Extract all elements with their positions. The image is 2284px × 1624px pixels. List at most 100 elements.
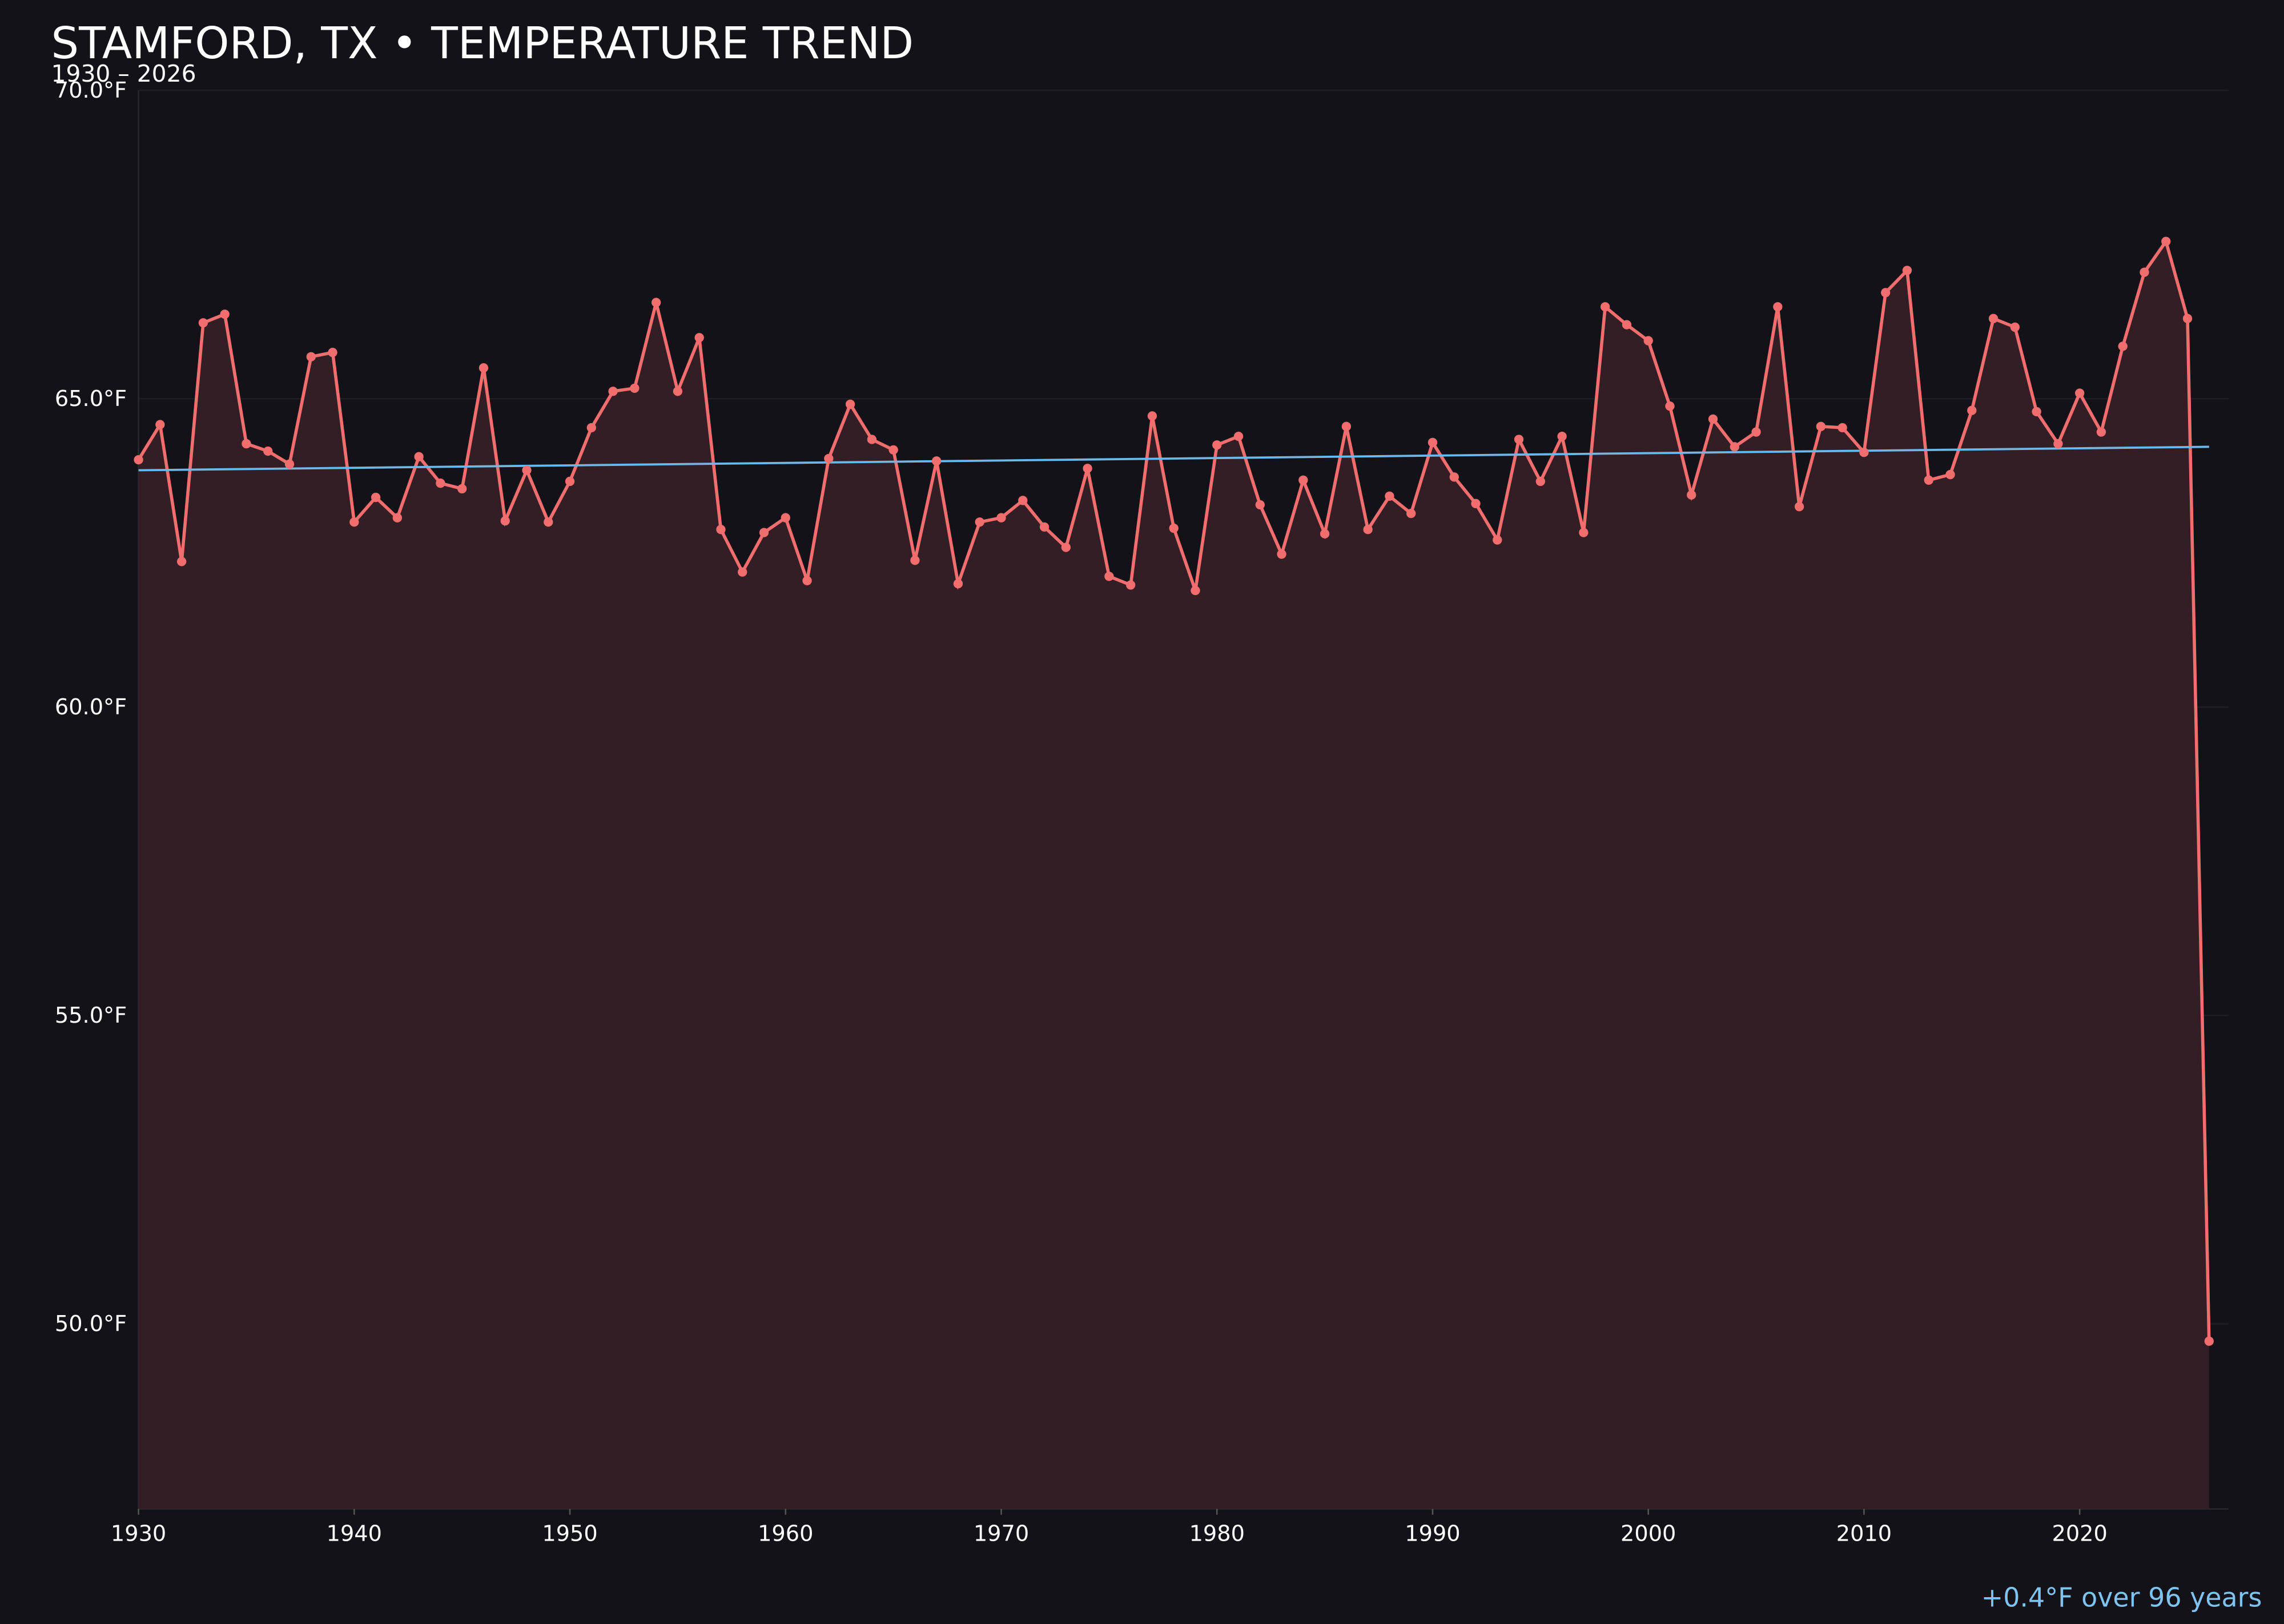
point bbox=[2204, 1336, 2214, 1346]
point bbox=[1083, 464, 1092, 473]
point bbox=[932, 456, 942, 466]
x-tick-label: 1930 bbox=[111, 1521, 166, 1547]
point bbox=[1233, 431, 1244, 441]
point bbox=[910, 556, 920, 565]
point bbox=[263, 446, 273, 456]
chart-title: STAMFORD, TX • TEMPERATURE TREND bbox=[51, 18, 914, 69]
point bbox=[802, 576, 812, 586]
point bbox=[371, 492, 381, 503]
point bbox=[1751, 427, 1761, 437]
point bbox=[176, 557, 187, 566]
point bbox=[781, 513, 790, 522]
point bbox=[392, 513, 403, 522]
point bbox=[2096, 427, 2106, 437]
point bbox=[845, 399, 855, 409]
point bbox=[738, 567, 747, 577]
point bbox=[1730, 442, 1739, 452]
point bbox=[155, 420, 165, 429]
x-tick-label: 1960 bbox=[758, 1521, 813, 1547]
point bbox=[586, 423, 596, 433]
point bbox=[1104, 572, 1114, 581]
point bbox=[1859, 448, 1869, 457]
point bbox=[478, 363, 489, 373]
point bbox=[1924, 475, 1933, 485]
point bbox=[867, 435, 877, 444]
point bbox=[1687, 490, 1696, 500]
point bbox=[1837, 423, 1847, 433]
x-tick-label: 1940 bbox=[327, 1521, 382, 1547]
point bbox=[1881, 288, 1891, 298]
x-tick-label: 1970 bbox=[974, 1521, 1029, 1547]
point bbox=[1255, 500, 1265, 510]
x-tick-label: 2000 bbox=[1620, 1521, 1676, 1547]
y-tick-label: 50.0°F bbox=[55, 1311, 127, 1337]
point bbox=[1493, 535, 1502, 545]
x-tick-label: 1990 bbox=[1405, 1521, 1460, 1547]
point bbox=[220, 309, 230, 319]
point bbox=[608, 387, 618, 396]
point bbox=[651, 298, 661, 307]
point bbox=[673, 387, 683, 396]
point bbox=[544, 517, 553, 527]
point bbox=[522, 465, 532, 475]
point bbox=[1535, 476, 1546, 487]
x-tick-label: 1950 bbox=[542, 1521, 597, 1547]
point bbox=[1363, 525, 1373, 534]
point bbox=[1579, 528, 1589, 537]
point bbox=[759, 528, 769, 537]
point bbox=[1773, 302, 1783, 312]
point bbox=[1600, 302, 1610, 312]
point bbox=[2053, 439, 2063, 449]
point bbox=[1191, 585, 1200, 596]
point bbox=[198, 318, 208, 328]
point bbox=[1557, 431, 1567, 441]
point bbox=[1212, 440, 1222, 450]
point bbox=[2075, 388, 2085, 398]
point bbox=[306, 352, 316, 361]
point bbox=[1277, 549, 1286, 559]
point bbox=[1643, 336, 1653, 345]
point bbox=[975, 517, 984, 527]
point bbox=[1147, 411, 1157, 421]
point bbox=[1125, 580, 1136, 590]
point bbox=[1385, 491, 1394, 501]
chart-subtitle: 1930 – 2026 bbox=[51, 60, 196, 87]
point bbox=[134, 455, 143, 465]
point bbox=[1298, 475, 1308, 485]
point bbox=[349, 517, 359, 527]
point bbox=[1708, 414, 1718, 424]
point bbox=[2032, 407, 2041, 417]
point bbox=[1039, 522, 1049, 532]
point bbox=[1320, 529, 1330, 538]
point bbox=[1449, 472, 1459, 482]
point bbox=[694, 333, 704, 343]
point bbox=[414, 452, 424, 461]
point bbox=[1794, 502, 1804, 512]
point bbox=[1406, 508, 1416, 518]
point bbox=[2161, 236, 2171, 246]
x-tick-label: 2010 bbox=[1836, 1521, 1892, 1547]
y-tick-label: 60.0°F bbox=[55, 694, 127, 720]
point bbox=[2140, 267, 2149, 277]
point bbox=[1471, 499, 1481, 509]
point bbox=[1988, 313, 1998, 323]
y-tick-label: 55.0°F bbox=[55, 1003, 127, 1028]
point bbox=[500, 516, 510, 526]
point bbox=[284, 459, 295, 469]
point bbox=[716, 525, 726, 534]
point bbox=[436, 479, 445, 488]
point bbox=[328, 348, 337, 357]
point bbox=[1341, 421, 1352, 431]
x-tick-label: 2020 bbox=[2052, 1521, 2107, 1547]
point bbox=[1945, 469, 1955, 480]
point bbox=[953, 579, 963, 589]
y-tick-label: 70.0°F bbox=[55, 78, 127, 103]
point bbox=[1665, 401, 1675, 411]
point bbox=[2010, 322, 2020, 332]
point bbox=[888, 445, 898, 455]
point bbox=[996, 513, 1006, 522]
y-tick-label: 65.0°F bbox=[55, 386, 127, 412]
annotation: +0.4°F over 96 years bbox=[1981, 1582, 2262, 1613]
point bbox=[1514, 435, 1524, 444]
